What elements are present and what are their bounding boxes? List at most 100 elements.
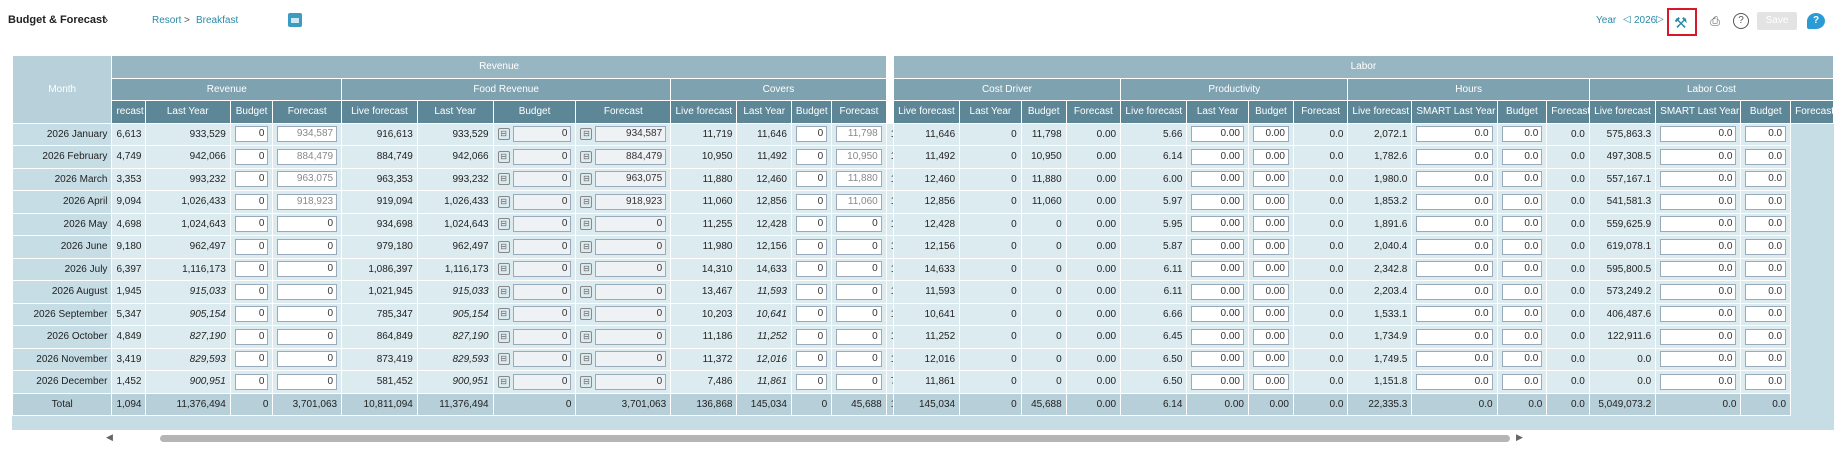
laborcost-forecast-input[interactable]: 0.0 xyxy=(1745,351,1787,368)
hours-budget-input[interactable]: 0.0 xyxy=(1416,306,1493,323)
horizontal-scrollbar[interactable]: ◀ ▶ xyxy=(106,432,1526,444)
col-header-laborcost-2[interactable]: Budget xyxy=(1740,100,1792,124)
lock-icon[interactable]: ⊟ xyxy=(580,285,593,298)
covers-budget-input[interactable]: 0 xyxy=(795,261,828,278)
covers-forecast-input[interactable]: 0 xyxy=(836,351,882,368)
revenue-budget-input[interactable]: 0 xyxy=(234,171,269,188)
productivity-forecast-input[interactable]: 0.00 xyxy=(1252,216,1289,233)
hours-forecast-input[interactable]: 0.0 xyxy=(1501,171,1543,188)
food-forecast-input[interactable]: 934,587 xyxy=(595,126,667,143)
food-forecast-input[interactable]: 0 xyxy=(595,306,667,323)
food-budget-input[interactable]: 0 xyxy=(512,261,572,278)
lock-icon[interactable]: ⊟ xyxy=(580,150,593,163)
food-forecast-input[interactable]: 0 xyxy=(595,283,667,300)
col-header-food-3[interactable]: Forecast xyxy=(575,100,672,124)
hours-budget-input[interactable]: 0.0 xyxy=(1416,261,1493,278)
col-header-covers-0[interactable]: Live forecast xyxy=(670,100,738,124)
chevron-right-icon[interactable]: › xyxy=(104,12,109,27)
revenue-forecast-input[interactable]: 0 xyxy=(277,238,338,255)
revenue-forecast-input[interactable]: 918,923 xyxy=(277,193,338,210)
col-header-laborcost-0[interactable]: Live forecast xyxy=(1588,100,1657,124)
hours-forecast-input[interactable]: 0.0 xyxy=(1501,126,1543,143)
tools-button[interactable]: ⚒ xyxy=(1667,8,1697,36)
hours-forecast-input[interactable]: 0.0 xyxy=(1501,351,1543,368)
covers-budget-input[interactable]: 0 xyxy=(795,126,828,143)
hours-budget-input[interactable]: 0.0 xyxy=(1416,216,1493,233)
revenue-budget-input[interactable]: 0 xyxy=(234,373,269,390)
laborcost-budget-input[interactable]: 0.0 xyxy=(1660,283,1737,300)
lock-icon[interactable]: ⊟ xyxy=(497,263,510,276)
food-forecast-input[interactable]: 963,075 xyxy=(595,171,667,188)
laborcost-forecast-input[interactable]: 0.0 xyxy=(1745,261,1787,278)
col-header-hours-1[interactable]: SMART Last Year xyxy=(1411,100,1498,124)
hours-forecast-input[interactable]: 0.0 xyxy=(1501,193,1543,210)
lock-icon[interactable]: ⊟ xyxy=(497,150,510,163)
revenue-budget-input[interactable]: 0 xyxy=(234,261,269,278)
lock-icon[interactable]: ⊟ xyxy=(497,218,510,231)
covers-budget-input[interactable]: 0 xyxy=(795,306,828,323)
scroll-thumb[interactable] xyxy=(160,435,1510,442)
covers-budget-input[interactable]: 0 xyxy=(795,351,828,368)
productivity-budget-input[interactable]: 0.00 xyxy=(1191,373,1244,390)
laborcost-forecast-input[interactable]: 0.0 xyxy=(1745,193,1787,210)
revenue-budget-input[interactable]: 0 xyxy=(234,238,269,255)
productivity-budget-input[interactable]: 0.00 xyxy=(1191,171,1244,188)
laborcost-forecast-input[interactable]: 0.0 xyxy=(1745,171,1787,188)
revenue-budget-input[interactable]: 0 xyxy=(234,193,269,210)
year-next-icon[interactable]: ▷ xyxy=(1656,14,1664,25)
revenue-forecast-input[interactable]: 0 xyxy=(277,351,338,368)
col-header-productivity-1[interactable]: Last Year xyxy=(1186,100,1249,124)
hours-forecast-input[interactable]: 0.0 xyxy=(1501,238,1543,255)
covers-budget-input[interactable]: 0 xyxy=(795,171,828,188)
productivity-forecast-input[interactable]: 0.00 xyxy=(1252,126,1289,143)
lock-icon[interactable]: ⊟ xyxy=(580,308,593,321)
productivity-forecast-input[interactable]: 0.00 xyxy=(1252,171,1289,188)
covers-forecast-input[interactable]: 11,798 xyxy=(836,126,882,143)
covers-forecast-input[interactable]: 0 xyxy=(836,238,882,255)
productivity-budget-input[interactable]: 0.00 xyxy=(1191,148,1244,165)
laborcost-forecast-input[interactable]: 0.0 xyxy=(1745,373,1787,390)
breadcrumb-breakfast[interactable]: Breakfast xyxy=(196,15,239,26)
lock-icon[interactable]: ⊟ xyxy=(580,173,593,186)
laborcost-budget-input[interactable]: 0.0 xyxy=(1660,148,1737,165)
lock-icon[interactable]: ⊟ xyxy=(580,353,593,366)
revenue-budget-input[interactable]: 0 xyxy=(234,216,269,233)
covers-budget-input[interactable]: 0 xyxy=(795,328,828,345)
col-header-hours-0[interactable]: Live forecast xyxy=(1347,100,1413,124)
food-forecast-input[interactable]: 884,479 xyxy=(595,148,667,165)
col-header-costdriver-3[interactable]: Forecast xyxy=(1065,100,1122,124)
col-header-covers-3[interactable]: Forecast xyxy=(831,100,887,124)
covers-forecast-input[interactable]: 0 xyxy=(836,373,882,390)
col-header-hours-3[interactable]: Forecast xyxy=(1546,100,1590,124)
covers-forecast-input[interactable]: 0 xyxy=(836,306,882,323)
covers-forecast-input[interactable]: 11,880 xyxy=(836,171,882,188)
lock-icon[interactable]: ⊟ xyxy=(580,240,593,253)
revenue-budget-input[interactable]: 0 xyxy=(234,148,269,165)
col-header-laborcost-1[interactable]: SMART Last Year xyxy=(1655,100,1742,124)
hours-budget-input[interactable]: 0.0 xyxy=(1416,148,1493,165)
lock-icon[interactable]: ⊟ xyxy=(580,330,593,343)
productivity-forecast-input[interactable]: 0.00 xyxy=(1252,261,1289,278)
hours-budget-input[interactable]: 0.0 xyxy=(1416,351,1493,368)
covers-forecast-input[interactable]: 0 xyxy=(836,328,882,345)
covers-forecast-input[interactable]: 11,060 xyxy=(836,193,882,210)
col-header-hours-2[interactable]: Budget xyxy=(1496,100,1548,124)
revenue-forecast-input[interactable]: 0 xyxy=(277,373,338,390)
lock-icon[interactable]: ⊟ xyxy=(497,195,510,208)
save-button[interactable]: Save xyxy=(1757,12,1797,30)
col-header-productivity-3[interactable]: Forecast xyxy=(1292,100,1349,124)
col-header-food-1[interactable]: Last Year xyxy=(416,100,494,124)
laborcost-budget-input[interactable]: 0.0 xyxy=(1660,126,1737,143)
laborcost-forecast-input[interactable]: 0.0 xyxy=(1745,306,1787,323)
col-header-productivity-0[interactable]: Live forecast xyxy=(1120,100,1188,124)
hours-budget-input[interactable]: 0.0 xyxy=(1416,126,1493,143)
food-budget-input[interactable]: 0 xyxy=(512,328,572,345)
productivity-budget-input[interactable]: 0.00 xyxy=(1191,283,1244,300)
food-budget-input[interactable]: 0 xyxy=(512,193,572,210)
covers-forecast-input[interactable]: 0 xyxy=(836,216,882,233)
productivity-forecast-input[interactable]: 0.00 xyxy=(1252,373,1289,390)
lock-icon[interactable]: ⊟ xyxy=(497,285,510,298)
col-header-laborcost-3[interactable]: Forecast xyxy=(1790,100,1834,124)
food-budget-input[interactable]: 0 xyxy=(512,148,572,165)
col-header-rev-0[interactable]: recast xyxy=(111,100,146,124)
